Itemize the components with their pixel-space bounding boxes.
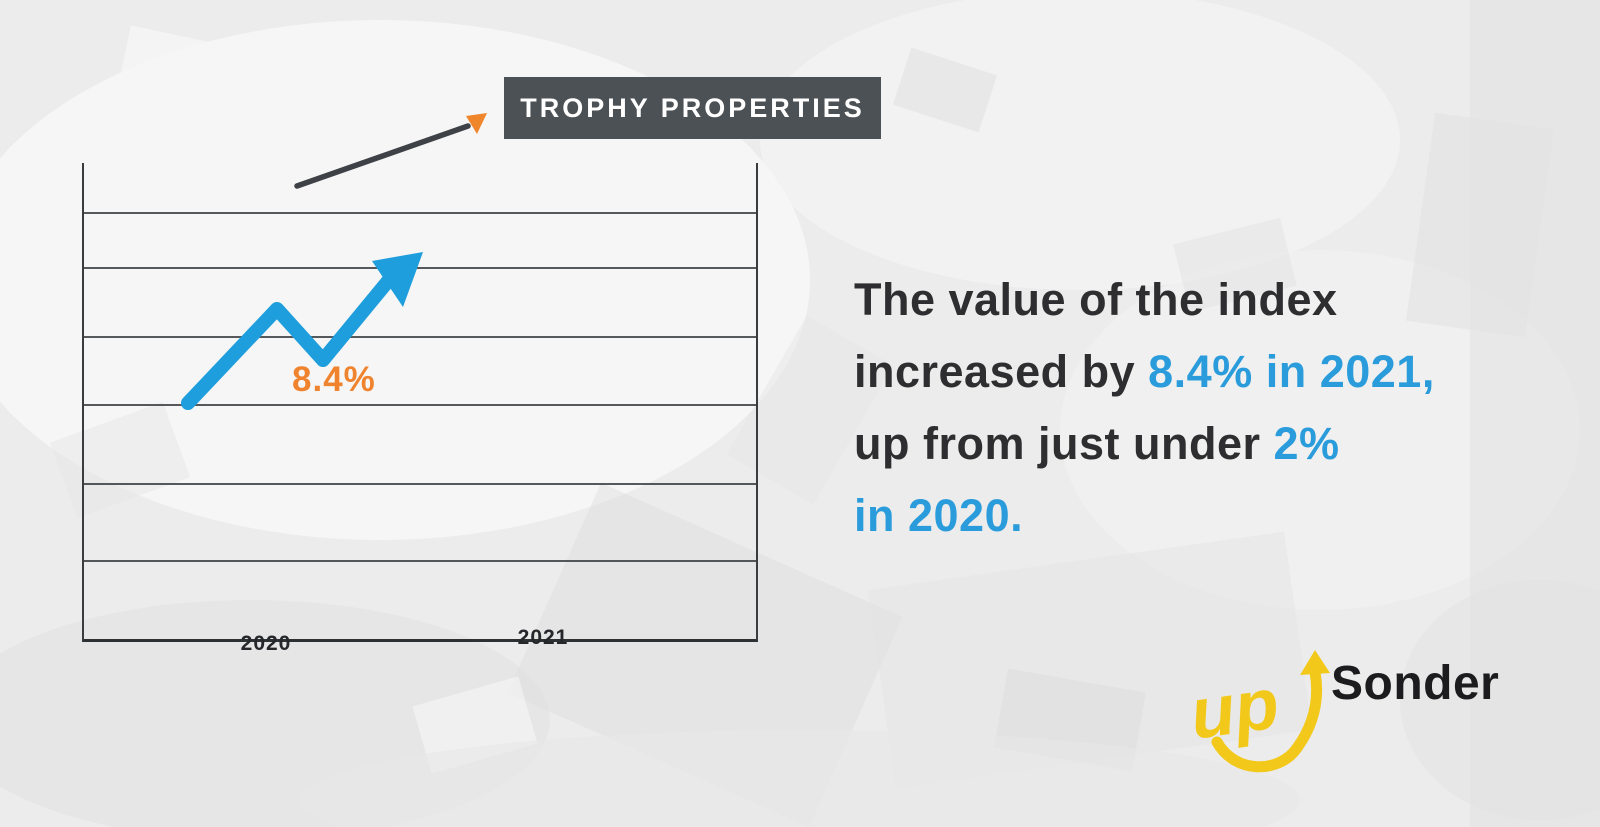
upsonder-logo: up Sonder	[1183, 642, 1513, 782]
gridline	[84, 212, 756, 215]
gridline	[84, 403, 756, 406]
trophy-properties-text: TROPHY PROPERTIES	[520, 92, 865, 123]
headline-line4-blue-text: in 2020.	[854, 490, 1024, 541]
headline-line2-dark-text: increased by	[854, 346, 1149, 397]
x-axis-label-2020: 2020	[240, 632, 292, 655]
headline-line-2: increased by 8.4% in 2021,	[854, 336, 1574, 408]
logo-up-swoosh-icon: up	[1185, 650, 1330, 773]
headline-line-1: The value of the index	[854, 264, 1574, 336]
gridline	[84, 482, 756, 485]
headline-line-3: up from just under 2%	[854, 408, 1574, 480]
headline-text: The value of the index increased by 8.4%…	[854, 264, 1574, 552]
x-axis-label-2021: 2021	[517, 626, 569, 649]
gridline	[84, 559, 756, 562]
growth-percentage-annotation: 8.4%	[292, 360, 376, 399]
headline-line3-dark-text: up from just under	[854, 418, 1274, 469]
callout-arrow-icon	[294, 113, 487, 189]
logo-up-text: up	[1185, 663, 1283, 754]
stacked-bar-chart	[82, 163, 758, 642]
gridline	[84, 335, 756, 338]
growth-zigzag-arrow-icon	[181, 252, 423, 410]
headline-line2-blue-text: 8.4% in 2021,	[1148, 346, 1435, 397]
logo-wordmark: Sonder	[1331, 657, 1500, 710]
headline-line1-text: The value of the index	[854, 274, 1338, 325]
gridline	[84, 266, 756, 269]
headline-line3-blue-text: 2%	[1273, 418, 1340, 469]
headline-line-4: in 2020.	[854, 480, 1574, 552]
trophy-properties-label: TROPHY PROPERTIES	[504, 77, 881, 139]
